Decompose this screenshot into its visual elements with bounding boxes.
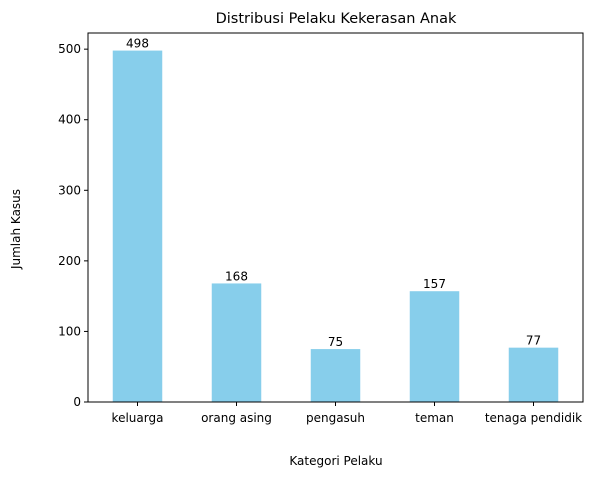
bar-keluarga: [112, 50, 163, 402]
y-tick-label: 400: [58, 113, 81, 127]
y-tick-label: 200: [58, 254, 81, 268]
bar-tenaga-pendidik: [508, 347, 559, 402]
data-label: 77: [526, 334, 541, 348]
x-tick-label: pengasuh: [306, 411, 365, 425]
y-axis-label: Jumlah Kasus: [9, 189, 23, 270]
x-tick-label: teman: [415, 411, 454, 425]
plot-frame: [87, 32, 584, 403]
x-tick-label: tenaga pendidik: [485, 411, 582, 425]
data-label: 168: [225, 269, 248, 283]
data-label: 157: [423, 277, 446, 291]
bar-pengasuh: [310, 349, 361, 402]
x-tick-label: keluarga: [112, 411, 164, 425]
bar-orang-asing: [211, 283, 262, 402]
x-tick-label: orang asing: [201, 411, 272, 425]
x-axis-label: Kategori Pelaku: [289, 454, 382, 468]
y-tick-label: 100: [58, 324, 81, 338]
y-tick-label: 500: [58, 42, 81, 56]
y-tick-label: 300: [58, 183, 81, 197]
y-tick-label: 0: [73, 395, 81, 409]
chart-title: Distribusi Pelaku Kekerasan Anak: [216, 11, 457, 27]
data-label: 498: [126, 37, 149, 51]
data-label: 75: [328, 335, 343, 349]
plot-area: 498 keluarga 168 orang asing 75 pengasuh 157 te…: [58, 32, 584, 425]
bar-teman: [409, 291, 460, 402]
